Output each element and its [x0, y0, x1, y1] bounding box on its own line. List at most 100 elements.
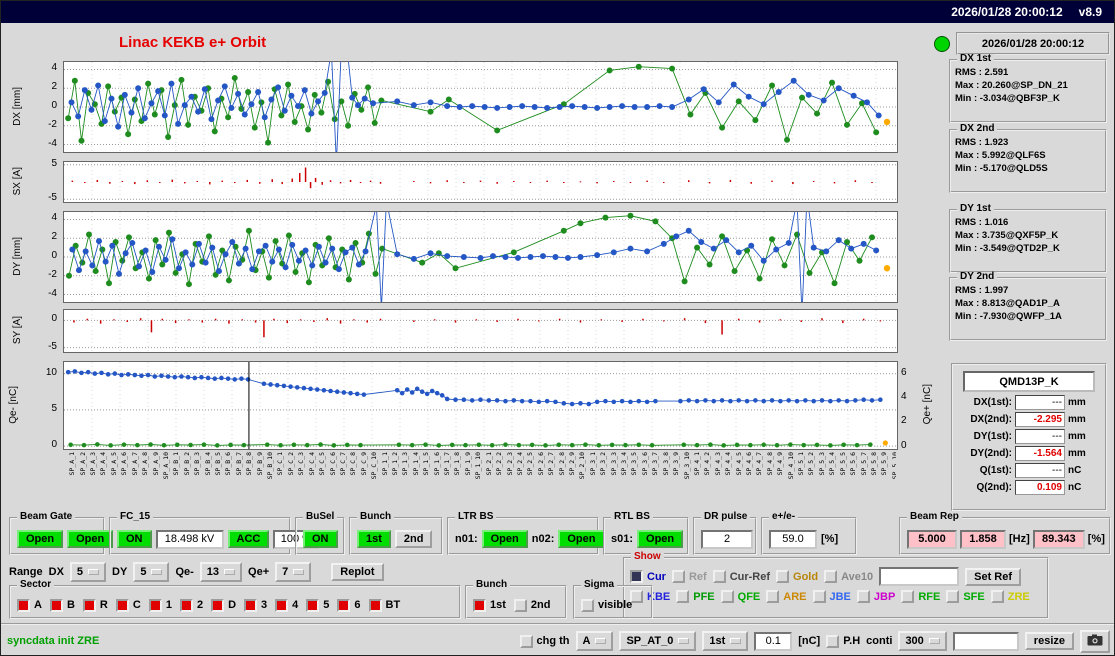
show-overlay-toggle-jbe[interactable]: JBE	[812, 590, 851, 603]
stat-panel-title: DY 2nd	[957, 272, 998, 282]
range-qep-select[interactable]: 7	[275, 562, 312, 582]
ltr-n02-open-button[interactable]: Open	[558, 530, 605, 548]
busel-on-button[interactable]: ON	[303, 530, 338, 548]
fc15-acc-button[interactable]: ACC	[227, 530, 270, 548]
stat-line: RMS : 1.016	[955, 217, 1009, 228]
sector-select[interactable]: A	[575, 631, 614, 651]
show-overlay-toggle-sfe[interactable]: SFE	[946, 590, 985, 603]
bunch-select[interactable]: 1st	[702, 631, 749, 651]
checkbox-label: ZRE	[1007, 590, 1030, 603]
show-toggle-ref[interactable]: Ref	[671, 570, 707, 583]
beam-gate-open-button-2[interactable]: Open	[67, 530, 114, 548]
bpm-label: SP_C_7	[338, 452, 347, 476]
bpm-label: SP_3_10	[682, 452, 691, 480]
interval-select[interactable]: 300	[898, 631, 947, 651]
replot-button[interactable]: Replot	[331, 563, 384, 581]
range-dy-select[interactable]: 5	[133, 562, 170, 582]
show-toggle-cur[interactable]: Cur	[630, 570, 666, 583]
set-ref-button[interactable]: Set Ref	[965, 567, 1022, 586]
show-toggle-cur-ref[interactable]: Cur-Ref	[712, 570, 770, 583]
stat-panel-dx-1st: DX 1st RMS : 2.591 Max : 20.260@SP_DN_21 Mi…	[949, 54, 1107, 123]
stat-panel-title: DX 1st	[957, 54, 995, 64]
show-overlay-toggle-qfe[interactable]: QFE	[720, 590, 760, 603]
range-qem-select[interactable]: 13	[199, 562, 243, 582]
sector-toggle-6[interactable]: 6	[337, 598, 361, 612]
qmd-row: Q(2nd): 0.109 nC	[953, 480, 1105, 495]
beam-gate-open-button-1[interactable]: Open	[17, 530, 64, 548]
charge-plot[interactable]	[63, 361, 898, 450]
ref-name-input[interactable]	[879, 567, 960, 586]
range-dx-select[interactable]: 5	[69, 562, 107, 582]
sector-toggle-2[interactable]: 2	[179, 598, 203, 612]
dy-orbit-plot[interactable]	[63, 211, 898, 303]
checkbox-label: P.H	[843, 635, 861, 647]
qmd-row-unit: mm	[1068, 397, 1086, 408]
sector-toggle-c[interactable]: C	[115, 598, 141, 612]
sector-toggle-3[interactable]: 3	[244, 598, 267, 612]
screenshot-button[interactable]	[1080, 629, 1110, 653]
bunch-2nd-toggle[interactable]: 2nd	[513, 598, 551, 612]
qmd-row-value: 0.109	[1015, 480, 1065, 495]
sector-group: Sector A B R C 1 2 D 3 4 5 6 BT	[9, 580, 461, 619]
resize-button[interactable]: resize	[1024, 632, 1074, 650]
show-overlay-toggle-pfe[interactable]: PFE	[676, 590, 715, 603]
sector-toggle-1[interactable]: 1	[148, 598, 172, 612]
sector-toggle-d[interactable]: D	[211, 598, 236, 612]
bunch-1st-toggle[interactable]: 1st	[473, 598, 506, 612]
sector-toggle-r[interactable]: R	[82, 598, 108, 612]
checkbox-indicator	[812, 590, 826, 603]
stat-line: Min : -5.170@QLD5S	[955, 163, 1048, 174]
bpm-select[interactable]: SP_AT_0	[619, 631, 697, 651]
sector-toggle-4[interactable]: 4	[275, 598, 298, 612]
sigma-visible-toggle[interactable]: visible	[581, 598, 632, 612]
bunch-2nd-button[interactable]: 2nd	[394, 530, 433, 548]
stat-panel-dx-2nd: DX 2nd RMS : 1.923 Max : 5.992@QLF6S Min : …	[949, 124, 1107, 193]
sector-toggle-bt[interactable]: BT	[368, 598, 400, 612]
beam-gate-group: Beam Gate Open Open	[9, 512, 114, 555]
qmd-row-unit: nC	[1068, 482, 1082, 493]
show-overlay-toggle-jbp[interactable]: JBP	[856, 590, 895, 603]
show-overlay-toggle-are[interactable]: ARE	[766, 590, 807, 603]
y-tick-label: -5	[48, 340, 57, 352]
bpm-label: SP_1_10	[474, 452, 483, 480]
chg-th-toggle[interactable]: chg th	[519, 634, 570, 648]
sigma-group: Sigma visible	[573, 580, 653, 619]
show-overlay-toggle-zre[interactable]: ZRE	[990, 590, 1030, 603]
dr-pulse-field[interactable]	[701, 529, 753, 549]
fc15-kv-field[interactable]	[155, 529, 224, 549]
checkbox-label: chg th	[536, 635, 570, 647]
sector-toggle-a[interactable]: A	[17, 598, 42, 612]
checkbox-indicator	[115, 598, 129, 612]
interval-field[interactable]	[952, 631, 1019, 651]
threshold-field[interactable]	[754, 631, 793, 651]
sx-steering-plot[interactable]	[63, 161, 898, 203]
stat-line: Max : 20.260@SP_DN_21	[955, 80, 1068, 91]
bpm-label: SP_4_4	[724, 452, 733, 476]
sy-steering-plot[interactable]	[63, 309, 898, 353]
y-tick-label: 4	[51, 212, 57, 224]
qe-axis-label: Qe- [nC]	[7, 385, 19, 424]
sector-toggle-5[interactable]: 5	[306, 598, 329, 612]
eplus-eminus-field[interactable]	[769, 529, 817, 549]
dx-orbit-plot[interactable]	[63, 61, 898, 153]
bpm-label: SP_2_2	[495, 452, 504, 476]
bpm-label: SP_5_1	[797, 452, 806, 476]
show-toggle-ave10[interactable]: Ave10	[824, 570, 873, 583]
bpm-label: SP_A_8	[141, 452, 150, 476]
show-toggle-gold[interactable]: Gold	[776, 570, 818, 583]
bunch-1st-button[interactable]: 1st	[357, 530, 391, 548]
beam-rep-hz-field	[960, 529, 1006, 549]
bpm-label: SP_B_7	[234, 452, 243, 476]
qmd-row: DX(1st): --- mm	[953, 395, 1105, 410]
rtl-s01-open-button[interactable]: Open	[637, 530, 684, 548]
sector-toggle-b[interactable]: B	[49, 598, 75, 612]
show-overlay-toggle-rfe[interactable]: RFE	[901, 590, 940, 603]
fc15-on-button[interactable]: ON	[117, 530, 152, 548]
checkbox-indicator	[946, 590, 960, 603]
qmd-monitor-name[interactable]: QMD13P_K	[963, 371, 1095, 392]
ph-toggle[interactable]: P.H	[826, 634, 861, 648]
checkbox-label: 2nd	[530, 599, 551, 611]
ltr-n01-open-button[interactable]: Open	[481, 530, 528, 548]
ltr-n01-label: n01:	[455, 533, 478, 545]
